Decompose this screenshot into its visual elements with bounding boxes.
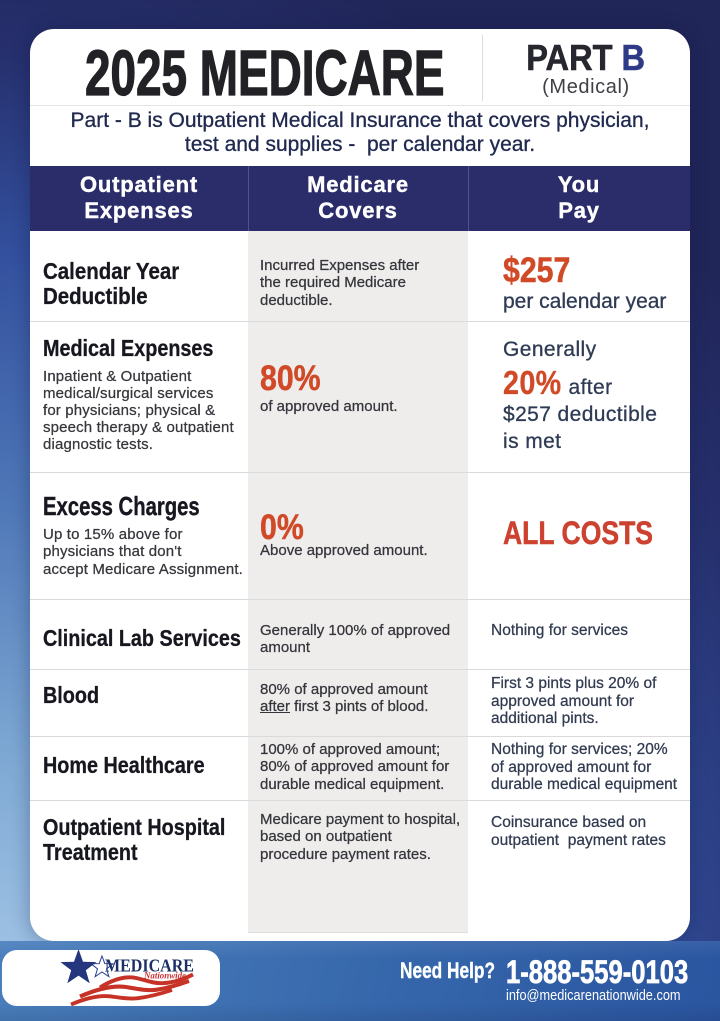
svg-text:MEDICARE: MEDICARE [105, 956, 194, 976]
svg-text:Nationwide: Nationwide [143, 971, 186, 981]
